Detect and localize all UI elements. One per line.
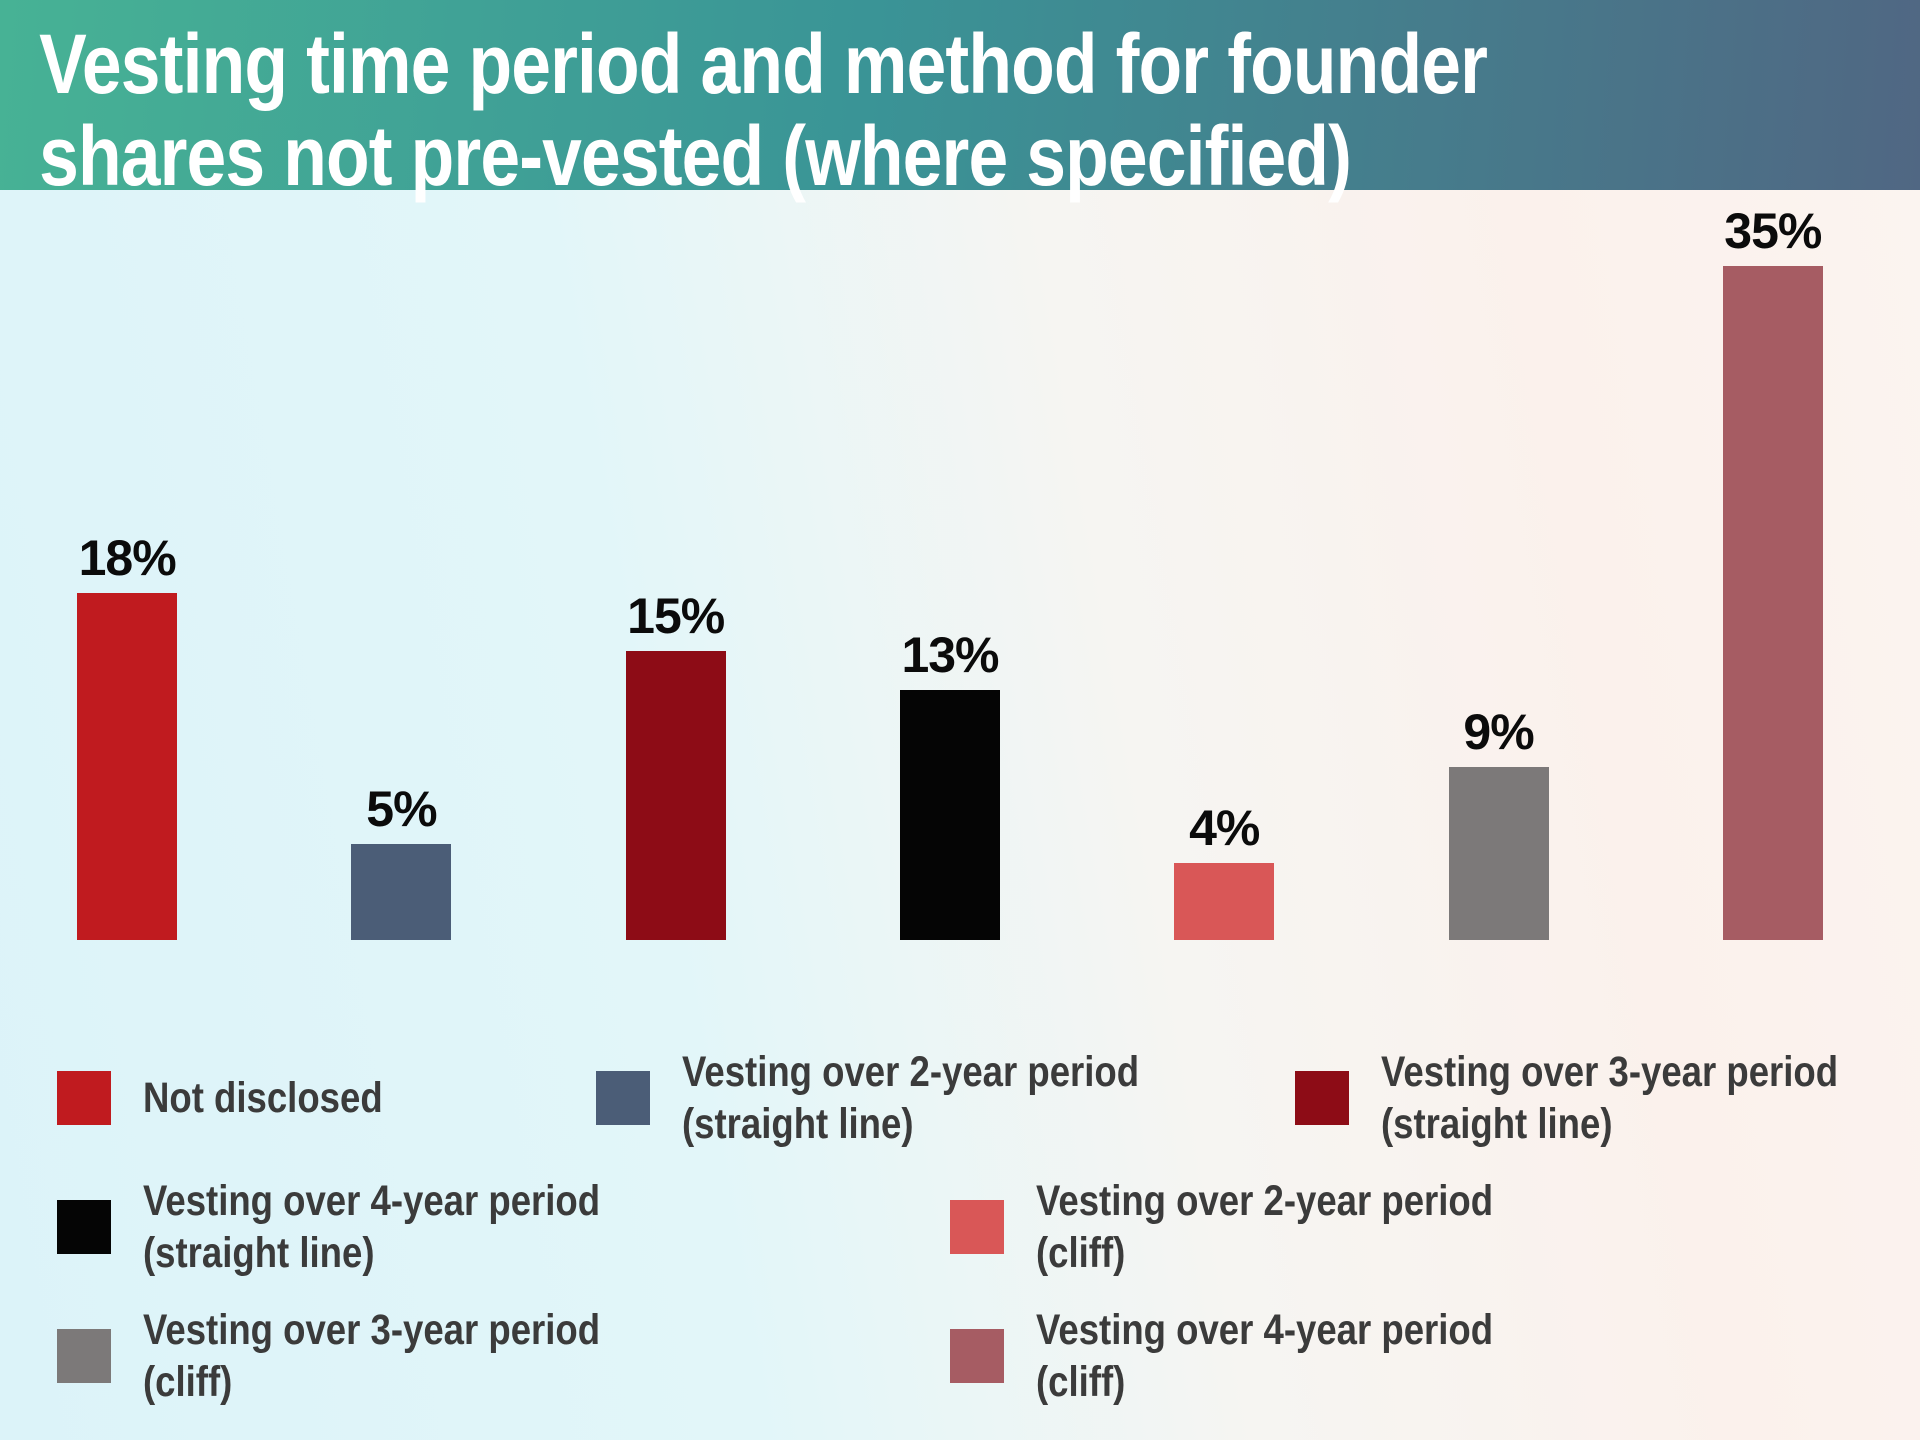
legend-item: Not disclosed (57, 1071, 425, 1125)
legend-swatch (57, 1329, 111, 1383)
legend-swatch (596, 1071, 650, 1125)
bar (625, 651, 726, 940)
legend-label: Vesting over 3-year period (straight line… (1381, 1048, 1839, 1148)
page-title-line-2: shares not pre-vested (where specified) (39, 109, 1352, 203)
bar (351, 843, 452, 940)
bar (1448, 766, 1549, 940)
bar-value-label: 15% (627, 588, 725, 645)
bar (77, 593, 178, 940)
bar (1722, 265, 1823, 940)
bar-column: 5% (264, 780, 538, 940)
bar-value-label: 13% (901, 626, 999, 683)
bar-column: 13% (813, 626, 1087, 940)
legend-item: Vesting over 3-year period (cliff) (57, 1304, 681, 1408)
legend-item: Vesting over 4-year period (cliff) (950, 1304, 1574, 1408)
bar-column: 35% (1636, 202, 1910, 940)
bar-row: 18% 5% 15% 13% 4% 9% 35% (0, 190, 1910, 940)
bar-column: 4% (1087, 799, 1361, 940)
bar-value-label: 9% (1463, 703, 1534, 760)
page-title-line-1: Vesting time period and method for found… (39, 17, 1488, 111)
legend-item: Vesting over 2-year period (straight line… (596, 1046, 1220, 1150)
bar-column: 18% (0, 529, 264, 940)
bar-chart: 18% 5% 15% 13% 4% 9% 35% (0, 190, 1910, 940)
legend-label: Vesting over 4-year period (straight line… (143, 1177, 601, 1277)
legend-label: Not disclosed (143, 1074, 383, 1122)
bar-value-label: 4% (1189, 799, 1260, 856)
legend-item: Vesting over 4-year period (straight line… (57, 1175, 681, 1279)
legend-swatch (950, 1200, 1004, 1254)
legend-label: Vesting over 3-year period (cliff) (143, 1306, 601, 1406)
bar-value-label: 18% (78, 530, 177, 587)
bar-column: 15% (539, 587, 813, 940)
legend-swatch (950, 1329, 1004, 1383)
header-banner: Vesting time period and method for found… (0, 0, 1920, 202)
legend-label: Vesting over 2-year period (straight line… (682, 1048, 1140, 1148)
legend-label: Vesting over 2-year period (cliff) (1036, 1177, 1494, 1277)
legend-item: Vesting over 3-year period (straight line… (1295, 1046, 1919, 1150)
legend-label: Vesting over 4-year period (cliff) (1036, 1306, 1494, 1406)
page-title: Vesting time period and method for found… (0, 0, 1632, 202)
bar (1174, 862, 1275, 940)
legend-swatch (1295, 1071, 1349, 1125)
bar-value-label: 35% (1724, 202, 1822, 259)
bar (899, 689, 1000, 940)
legend-swatch (57, 1071, 111, 1125)
legend-item: Vesting over 2-year period (cliff) (950, 1175, 1574, 1279)
bar-column: 9% (1361, 703, 1635, 940)
bar-value-label: 5% (366, 780, 437, 837)
legend-swatch (57, 1200, 111, 1254)
